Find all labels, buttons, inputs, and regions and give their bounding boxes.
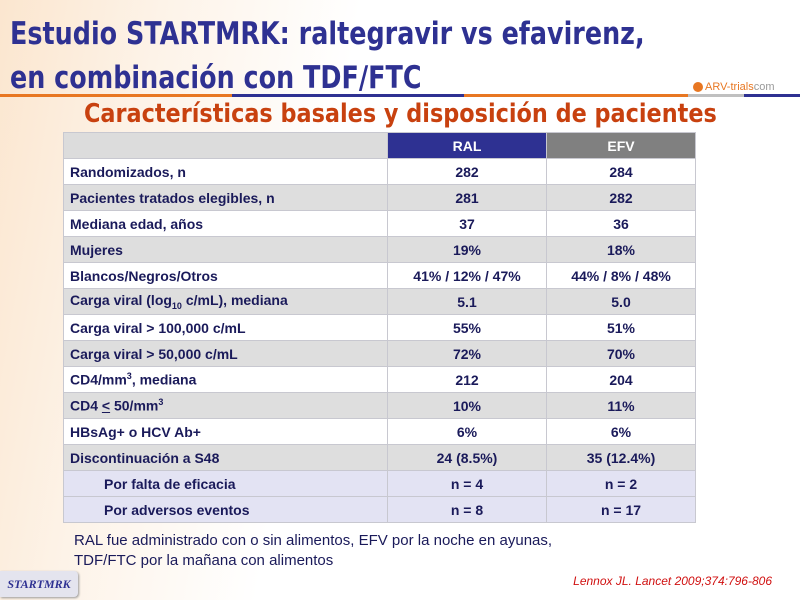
slide-subtitle: Características basales y disposición de…: [84, 99, 717, 129]
row-label: Discontinuación a S48: [63, 444, 388, 471]
table-row: HBsAg+ o HCV Ab+ 6% 6%: [63, 418, 696, 445]
efv-value: 36: [546, 210, 696, 237]
row-label: Carga viral > 50,000 c/mL: [63, 340, 388, 367]
efv-value: 35 (12.4%): [546, 444, 696, 471]
ral-value: 281: [387, 184, 547, 211]
label-part: Carga viral (log: [70, 292, 172, 309]
table-row: Discontinuación a S48 24 (8.5%) 35 (12.4%): [63, 444, 696, 471]
table-row: Randomizados, n 282 284: [63, 158, 696, 185]
row-label: Carga viral (log10 c/mL), mediana: [63, 288, 388, 315]
row-label: Por falta de eficacia: [63, 470, 388, 497]
label-part: , mediana: [131, 371, 197, 388]
efv-value: 11%: [546, 392, 696, 419]
ral-value: 5.1: [387, 288, 547, 315]
table-row: Carga viral > 100,000 c/mL 55% 51%: [63, 314, 696, 341]
label-part: 50/mm: [110, 397, 159, 414]
pill-icon: [693, 82, 703, 93]
efv-value: 5.0: [546, 288, 696, 315]
efv-value: 44% / 8% / 48%: [546, 262, 696, 289]
logo-suffix: com: [753, 81, 775, 93]
row-label: HBsAg+ o HCV Ab+: [63, 418, 388, 445]
ral-value: n = 8: [387, 496, 547, 523]
row-label: Pacientes tratados elegibles, n: [63, 184, 388, 211]
table-row: Carga viral (log10 c/mL), mediana 5.1 5.0: [63, 288, 696, 315]
baseline-table: RAL EFV Randomizados, n 282 284 Pacientes …: [63, 132, 696, 523]
table-row: Mediana edad, años 37 36: [63, 210, 696, 237]
ral-value: 282: [387, 158, 547, 185]
table-row: Blancos/Negros/Otros 41% / 12% / 47% 44% /…: [63, 262, 696, 289]
logo-brand: ARV-trials: [705, 81, 754, 93]
ral-value: 37: [387, 210, 547, 237]
efv-value: 51%: [546, 314, 696, 341]
label-superscript: 3: [126, 371, 132, 382]
efv-value: 284: [546, 158, 696, 185]
efv-value: n = 17: [546, 496, 696, 523]
row-label: CD4/mm3, mediana: [63, 366, 388, 393]
table-row: Pacientes tratados elegibles, n 281 282: [63, 184, 696, 211]
efv-value: 70%: [546, 340, 696, 367]
label-superscript: 3: [158, 397, 164, 408]
ral-value: n = 4: [387, 470, 547, 497]
label-part: CD4: [70, 397, 102, 414]
table-row: Mujeres 19% 18%: [63, 236, 696, 263]
footnote-line-2: TDF/FTC por la mañana con alimentos: [74, 552, 334, 569]
ral-value: 41% / 12% / 47%: [387, 262, 547, 289]
study-badge: STARTMRK: [0, 571, 78, 597]
ral-value: 24 (8.5%): [387, 444, 547, 471]
divider: [0, 94, 800, 97]
ral-value: 19%: [387, 236, 547, 263]
title-line-2: en combinación con TDF/FTC: [10, 60, 422, 96]
efv-value: 204: [546, 366, 696, 393]
slide-title: Estudio STARTMRK: raltegravir vs efavire…: [10, 12, 645, 100]
table-row: Carga viral > 50,000 c/mL 72% 70%: [63, 340, 696, 367]
efv-value: 6%: [546, 418, 696, 445]
header-ral: RAL: [387, 132, 547, 159]
header-efv: EFV: [546, 132, 696, 159]
header-empty: [63, 132, 388, 159]
label-subscript: 10: [171, 300, 182, 311]
title-line-1: Estudio STARTMRK: raltegravir vs efavire…: [10, 16, 645, 52]
row-label: CD4 < 50/mm3: [63, 392, 388, 419]
ral-value: 6%: [387, 418, 547, 445]
citation: Lennox JL. Lancet 2009;374:796-806: [573, 574, 772, 588]
ral-value: 72%: [387, 340, 547, 367]
row-label: Randomizados, n: [63, 158, 388, 185]
efv-value: n = 2: [546, 470, 696, 497]
table-row: CD4 < 50/mm3 10% 11%: [63, 392, 696, 419]
ral-value: 10%: [387, 392, 547, 419]
arv-trials-logo: ARV-trialscom: [690, 80, 778, 94]
label-part: CD4/mm: [70, 371, 127, 388]
table-row: CD4/mm3, mediana 212 204: [63, 366, 696, 393]
label-leq: <: [101, 397, 111, 414]
footnote-line-1: RAL fue administrado con o sin alimentos…: [74, 532, 553, 549]
ral-value: 212: [387, 366, 547, 393]
footnote: RAL fue administrado con o sin alimentos…: [74, 531, 552, 571]
row-label: Mediana edad, años: [63, 210, 388, 237]
row-label: Carga viral > 100,000 c/mL: [63, 314, 388, 341]
efv-value: 18%: [546, 236, 696, 263]
row-label: Blancos/Negros/Otros: [63, 262, 388, 289]
row-label: Mujeres: [63, 236, 388, 263]
efv-value: 282: [546, 184, 696, 211]
row-label: Por adversos eventos: [63, 496, 388, 523]
ral-value: 55%: [387, 314, 547, 341]
label-part: c/mL), mediana: [181, 292, 288, 309]
